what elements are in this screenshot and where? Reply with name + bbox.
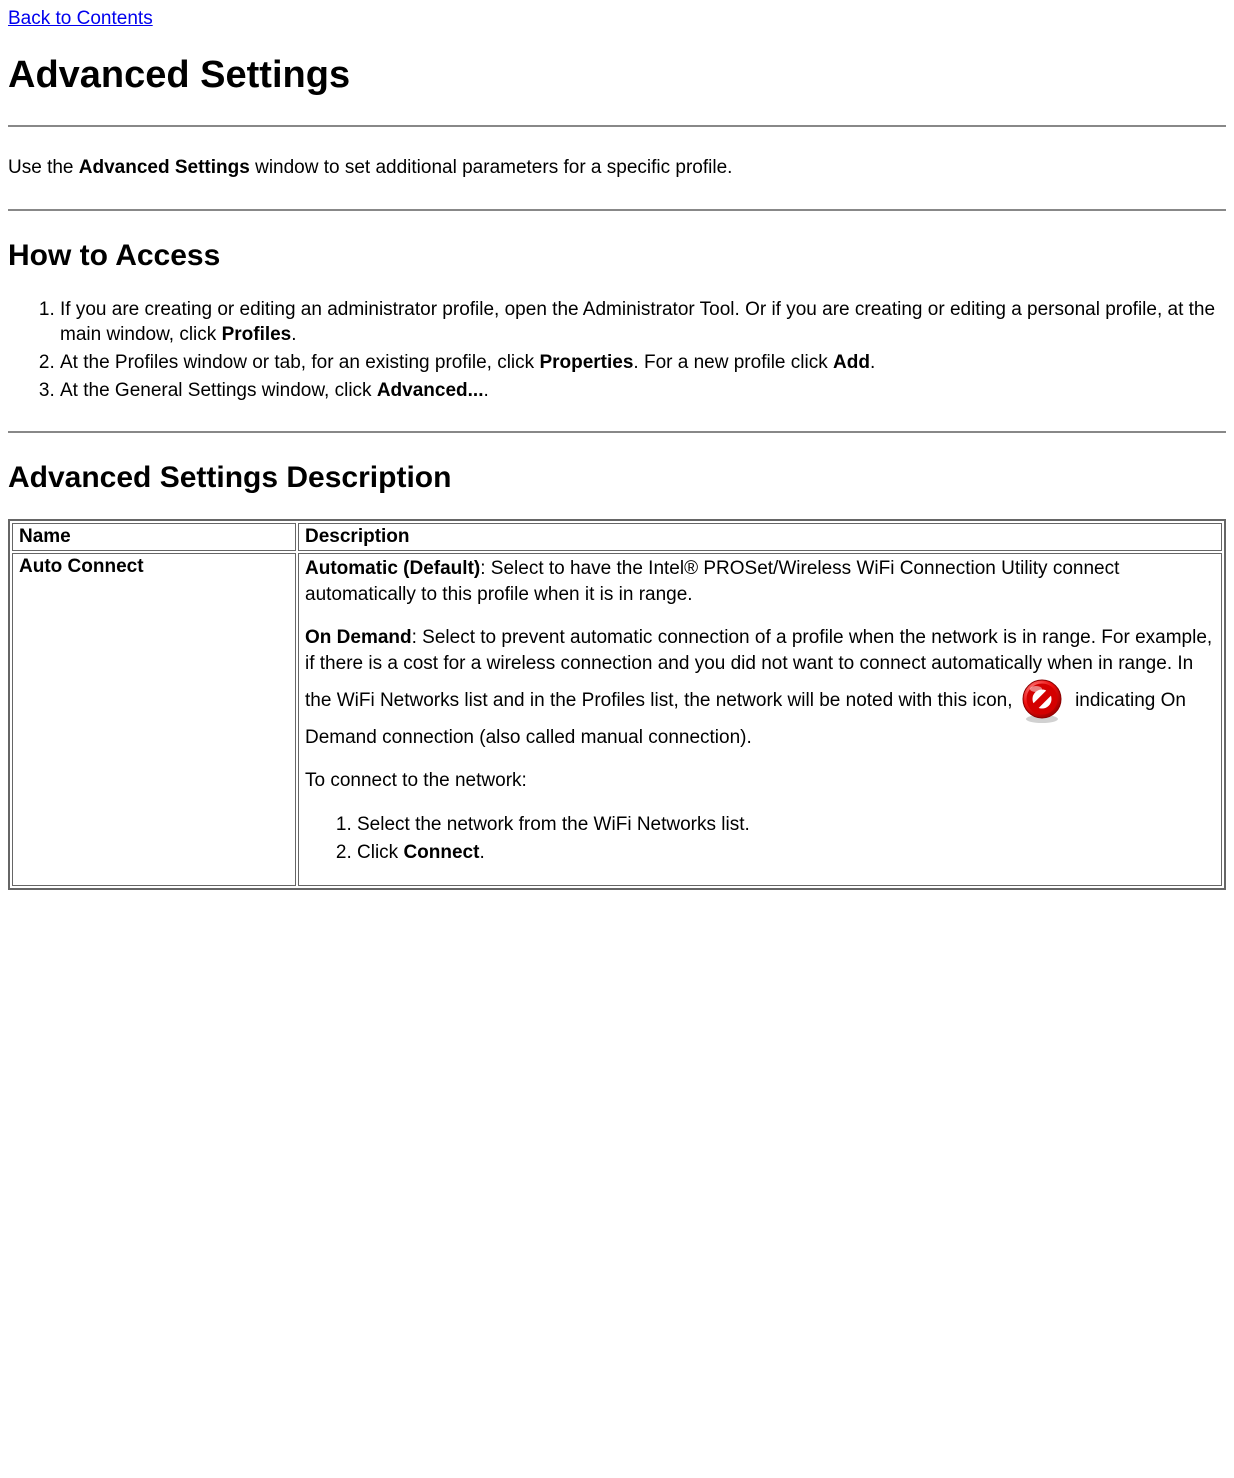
intro-bold: Advanced Settings — [79, 157, 250, 178]
table-header-row: Name Description — [12, 523, 1222, 551]
cell-description: Automatic (Default): Select to have the … — [298, 553, 1222, 886]
description-heading: Advanced Settings Description — [8, 461, 1226, 495]
step-bold: Profiles — [222, 324, 292, 345]
step-mid: . For a new profile click — [633, 352, 833, 373]
on-demand-icon — [1018, 677, 1066, 725]
ondemand-bold: On Demand — [305, 627, 412, 648]
step-suffix: . — [483, 380, 488, 401]
connect-steps: Select the network from the WiFi Network… — [305, 812, 1215, 865]
list-item: At the Profiles window or tab, for an ex… — [60, 350, 1226, 376]
step-suffix: . — [291, 324, 296, 345]
connect-step-bold: Connect — [403, 842, 479, 863]
step-suffix: . — [870, 352, 875, 373]
ondemand-paragraph: On Demand: Select to prevent automatic c… — [305, 625, 1215, 750]
step-bold: Add — [833, 352, 870, 373]
settings-table: Name Description Auto Connect Automatic … — [8, 519, 1226, 890]
intro-prefix: Use the — [8, 157, 79, 178]
divider — [8, 209, 1226, 211]
divider — [8, 125, 1226, 127]
connect-intro: To connect to the network: — [305, 768, 1215, 794]
divider — [8, 431, 1226, 433]
step-text: At the Profiles window or tab, for an ex… — [60, 352, 539, 373]
page-title: Advanced Settings — [8, 54, 1226, 97]
setting-name: Auto Connect — [19, 556, 144, 577]
table-row: Auto Connect Automatic (Default): Select… — [12, 553, 1222, 886]
cell-name: Auto Connect — [12, 553, 296, 886]
intro-paragraph: Use the Advanced Settings window to set … — [8, 155, 1226, 181]
step-bold: Properties — [539, 352, 633, 373]
step-bold: Advanced... — [377, 380, 484, 401]
list-item: Click Connect. — [357, 840, 1215, 866]
col-header-description: Description — [298, 523, 1222, 551]
connect-step-prefix: Click — [357, 842, 403, 863]
list-item: If you are creating or editing an admini… — [60, 297, 1226, 348]
step-text: At the General Settings window, click — [60, 380, 377, 401]
list-item: Select the network from the WiFi Network… — [357, 812, 1215, 838]
auto-bold: Automatic (Default) — [305, 558, 480, 579]
col-header-name: Name — [12, 523, 296, 551]
connect-step-suffix: . — [479, 842, 484, 863]
back-to-contents-link[interactable]: Back to Contents — [8, 8, 153, 29]
list-item: At the General Settings window, click Ad… — [60, 378, 1226, 404]
auto-paragraph: Automatic (Default): Select to have the … — [305, 556, 1215, 607]
how-to-access-heading: How to Access — [8, 239, 1226, 273]
how-to-access-list: If you are creating or editing an admini… — [8, 297, 1226, 404]
intro-suffix: window to set additional parameters for … — [250, 157, 733, 178]
